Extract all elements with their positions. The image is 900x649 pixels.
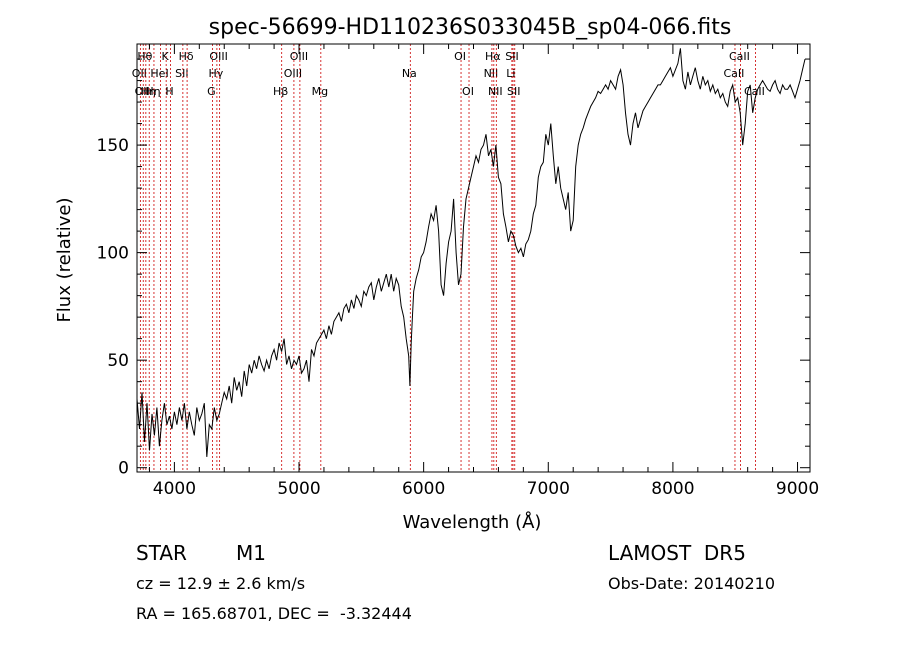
marker-label-22: NII: [488, 85, 503, 98]
marker-label-0: OII: [132, 67, 147, 80]
x-tick-label-5: 9000: [776, 479, 819, 499]
marker-label-3: Hη: [141, 85, 156, 98]
y-tick-label-2: 100: [97, 244, 129, 264]
object-class: STAR: [136, 541, 187, 565]
chart-title: spec-56699-HD110236S033045B_sp04-066.fit…: [209, 15, 732, 40]
marker-label-19: OI: [462, 85, 474, 98]
marker-label-11: Hγ: [208, 67, 223, 80]
y-tick-label-1: 50: [107, 351, 129, 371]
marker-label-10: G: [207, 85, 216, 98]
axis-ticks: 4000 5000 6000 7000 8000 9000 0 50 100 150: [97, 44, 819, 499]
marker-label-12: OIII: [209, 50, 227, 63]
observation-date: Obs-Date: 20140210: [608, 574, 776, 593]
series-group: [136, 48, 806, 457]
marker-label-4: Hη: [145, 85, 160, 98]
marker-label-27: CaII: [729, 50, 750, 63]
y-axis-label: Flux (relative): [54, 197, 75, 322]
marker-label-5: HeI: [150, 67, 168, 80]
redshift-readout: cz = 12.9 ± 2.6 km/s: [136, 574, 306, 593]
x-tick-label-1: 5000: [277, 479, 320, 499]
marker-label-13: Hβ: [273, 85, 288, 98]
marker-label-15: OIII: [290, 50, 308, 63]
plot-frame: [136, 43, 811, 473]
marker-label-7: H: [165, 85, 173, 98]
marker-label-2: Hθ: [137, 50, 152, 63]
coordinates-readout: RA = 165.68701, DEC = -3.32444: [136, 604, 412, 623]
marker-label-25: SII: [507, 85, 520, 98]
y-tick-label-0: 0: [118, 459, 129, 479]
spectrum-series-0: [136, 48, 806, 457]
marker-label-17: Na: [402, 67, 417, 80]
marker-label-26: CaII: [724, 67, 745, 80]
line-markers: OIIOIIHθHηHηHeIKHSIIHδGHγOIIIHβOIIIOIIIM…: [132, 44, 765, 472]
x-axis-label: Wavelength (Å): [403, 511, 542, 533]
marker-label-24: SII: [505, 50, 518, 63]
marker-label-8: SII: [175, 67, 188, 80]
x-tick-label-4: 8000: [651, 479, 694, 499]
marker-label-9: Hδ: [179, 50, 194, 63]
marker-label-20: NII: [484, 67, 499, 80]
marker-label-18: OI: [454, 50, 466, 63]
x-tick-label-0: 4000: [153, 479, 196, 499]
marker-label-23: Li: [506, 67, 515, 80]
x-tick-label-2: 6000: [402, 479, 445, 499]
survey-name: LAMOST DR5: [608, 541, 746, 565]
y-tick-label-3: 150: [97, 136, 129, 156]
x-tick-label-3: 7000: [527, 479, 570, 499]
marker-label-16: Mg: [312, 85, 328, 98]
object-subclass: M1: [236, 541, 266, 565]
marker-label-6: K: [162, 50, 170, 63]
marker-label-21: Hα: [485, 50, 501, 63]
marker-label-14: OIII: [284, 67, 302, 80]
